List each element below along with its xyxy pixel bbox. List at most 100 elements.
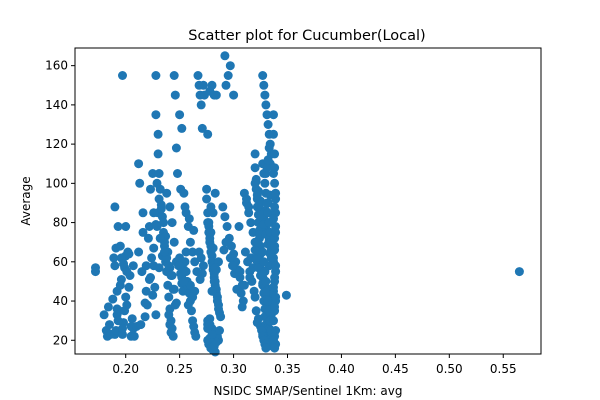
data-point	[91, 267, 100, 277]
data-point	[205, 320, 215, 330]
data-point	[183, 300, 193, 310]
data-point	[250, 149, 260, 159]
data-point	[148, 290, 158, 300]
data-point	[263, 155, 273, 165]
y-tick-label: 40	[53, 294, 68, 308]
data-point	[271, 188, 281, 198]
data-point	[173, 169, 182, 178]
data-point	[219, 245, 229, 255]
x-tick-label: 0.55	[490, 362, 517, 376]
data-point	[151, 110, 161, 120]
data-point	[258, 71, 268, 80]
y-tick-label: 140	[45, 98, 68, 112]
data-point	[514, 267, 524, 277]
data-point	[262, 163, 272, 173]
data-point	[253, 263, 263, 273]
data-point	[124, 249, 134, 259]
data-point	[152, 222, 162, 231]
data-point	[245, 273, 255, 282]
y-tick-label: 100	[45, 176, 68, 190]
data-point	[193, 71, 203, 80]
data-point	[164, 292, 174, 302]
data-point	[195, 275, 205, 284]
data-point	[220, 51, 230, 61]
data-point	[162, 188, 172, 198]
data-point	[177, 123, 187, 133]
data-point	[202, 194, 212, 204]
data-point	[252, 190, 262, 200]
data-point	[180, 202, 190, 212]
data-point	[211, 90, 221, 100]
data-point	[261, 343, 271, 353]
data-point	[223, 71, 233, 80]
data-point	[204, 218, 214, 228]
data-point	[110, 261, 120, 271]
data-point	[236, 288, 246, 298]
data-point	[154, 263, 164, 273]
data-point	[255, 200, 264, 210]
data-point	[138, 227, 148, 237]
data-point	[105, 320, 114, 330]
x-tick-label: 0.50	[436, 362, 463, 376]
data-point	[222, 222, 232, 231]
data-point	[258, 247, 268, 257]
data-point	[264, 143, 274, 153]
data-point	[269, 110, 278, 120]
data-point	[149, 208, 159, 218]
data-point	[175, 110, 185, 120]
data-point	[165, 320, 175, 330]
data-point	[269, 282, 278, 292]
y-tick-label: 20	[53, 333, 68, 347]
data-point	[250, 163, 260, 173]
data-point	[259, 257, 269, 267]
data-point	[270, 202, 280, 212]
data-point	[127, 314, 137, 324]
y-axis-ticks: 20 40 60 80 100 120 140 160	[45, 59, 75, 347]
data-point	[216, 312, 226, 322]
data-point	[246, 218, 256, 228]
data-point	[239, 280, 249, 290]
data-point	[271, 227, 281, 237]
data-point	[136, 320, 146, 330]
data-point	[150, 282, 160, 292]
data-point	[147, 253, 157, 263]
data-point	[154, 194, 164, 204]
data-point	[263, 208, 273, 218]
data-point	[260, 90, 270, 100]
data-point	[190, 257, 200, 267]
y-tick-label: 160	[45, 59, 68, 73]
data-point	[155, 233, 165, 243]
data-point	[206, 202, 216, 212]
data-point	[209, 276, 219, 286]
x-tick-label: 0.45	[382, 362, 409, 376]
data-point	[269, 214, 278, 224]
data-point	[235, 267, 245, 277]
data-point	[228, 261, 237, 271]
data-point	[164, 310, 174, 320]
data-point	[263, 120, 273, 129]
data-point	[198, 80, 208, 90]
data-point	[250, 178, 260, 188]
data-point	[152, 178, 162, 188]
data-point	[270, 178, 280, 188]
data-point	[210, 263, 220, 273]
data-point	[269, 129, 278, 139]
data-point	[148, 169, 158, 178]
data-point	[270, 343, 280, 353]
data-point	[168, 284, 178, 294]
data-point	[269, 253, 278, 263]
data-point	[262, 198, 272, 208]
data-point	[166, 327, 176, 337]
data-point	[159, 218, 168, 228]
data-point	[262, 286, 272, 296]
data-point	[215, 326, 224, 335]
data-point	[134, 159, 144, 169]
data-point	[110, 202, 120, 212]
data-point	[262, 110, 272, 120]
data-point	[211, 337, 221, 347]
data-point	[261, 188, 271, 198]
data-point	[138, 208, 148, 218]
data-point	[225, 61, 235, 71]
data-point	[99, 310, 109, 320]
